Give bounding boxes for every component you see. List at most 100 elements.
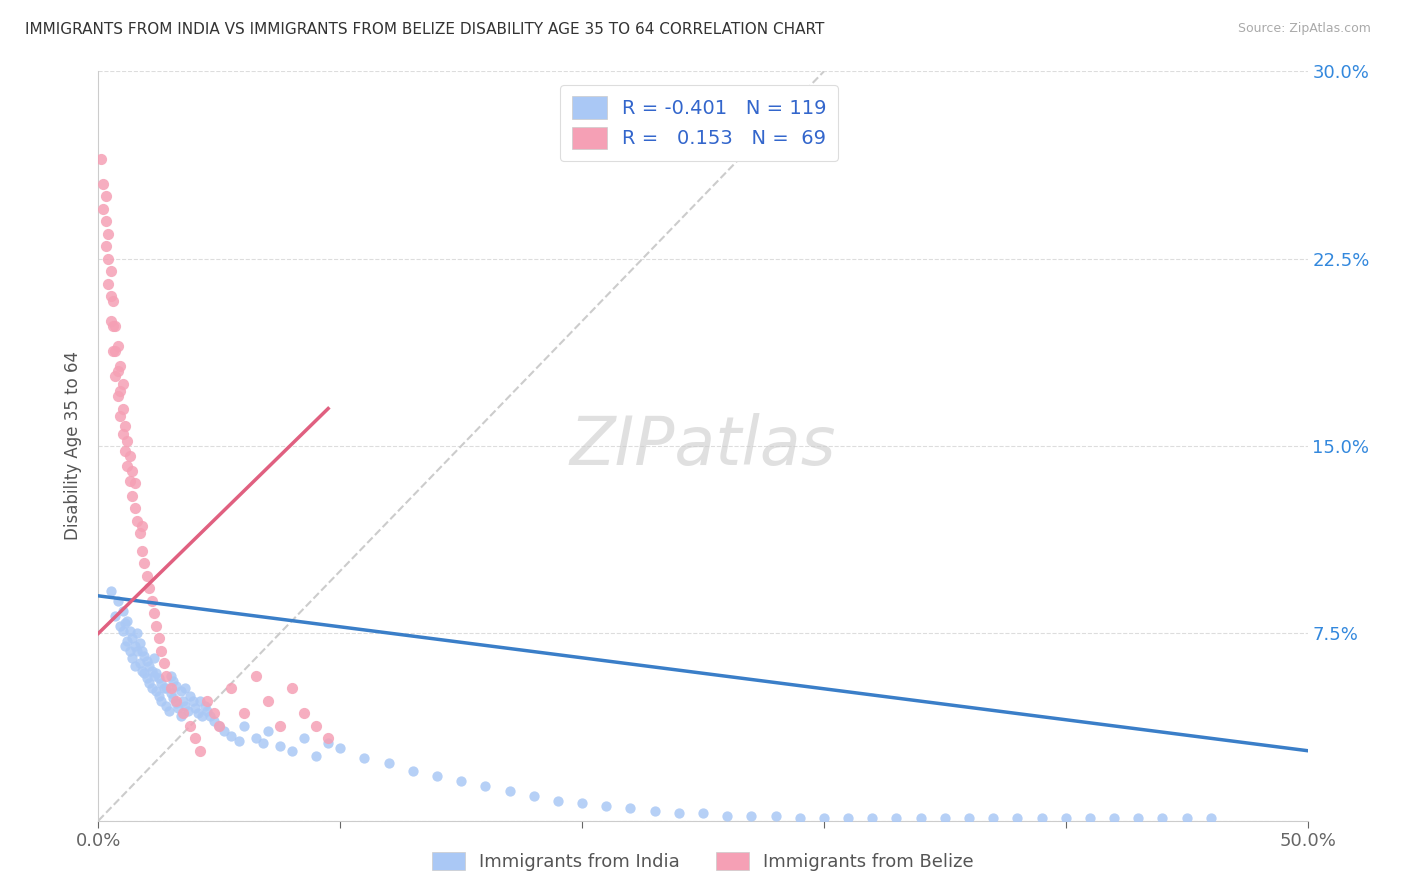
Point (128, 526, 150, 541)
Point (114, 616, 136, 631)
Point (127, 514, 149, 528)
Point (245, 669, 267, 683)
Point (195, 704, 218, 718)
Point (117, 633, 139, 648)
Point (256, 723, 278, 738)
Point (100, 264, 122, 278)
Point (145, 619, 167, 633)
Point (143, 669, 166, 683)
Point (281, 744, 304, 758)
Point (94, 189, 117, 203)
Point (101, 294, 124, 309)
Point (152, 657, 174, 671)
Point (221, 681, 243, 696)
Point (127, 644, 149, 658)
Point (172, 694, 194, 708)
Point (292, 731, 315, 746)
Point (191, 708, 214, 723)
Point (402, 764, 425, 778)
Y-axis label: Disability Age 35 to 64: Disability Age 35 to 64 (65, 351, 83, 541)
Point (127, 626, 149, 640)
Point (329, 741, 352, 756)
Point (97, 277, 120, 291)
Point (813, 811, 835, 825)
Point (1199, 811, 1222, 825)
Point (981, 811, 1004, 825)
Point (97, 227, 120, 241)
Point (228, 733, 250, 747)
Point (179, 719, 201, 733)
Point (269, 719, 291, 733)
Point (128, 657, 150, 671)
Point (181, 694, 204, 708)
Point (692, 806, 714, 821)
Point (547, 794, 569, 808)
Point (107, 339, 129, 353)
Text: ZIPatlas: ZIPatlas (569, 413, 837, 479)
Point (131, 544, 153, 558)
Point (97, 252, 120, 266)
Point (208, 719, 231, 733)
Point (162, 691, 184, 706)
Legend: Immigrants from India, Immigrants from Belize: Immigrants from India, Immigrants from B… (425, 845, 981, 879)
Point (101, 319, 124, 334)
Point (118, 624, 141, 638)
Point (155, 669, 177, 683)
Point (148, 671, 170, 685)
Point (716, 808, 738, 822)
Point (426, 769, 449, 783)
Point (165, 694, 187, 708)
Point (150, 644, 173, 658)
Point (172, 706, 194, 721)
Point (474, 779, 496, 793)
Point (316, 736, 339, 750)
Point (121, 651, 143, 665)
Point (184, 731, 207, 746)
Point (450, 773, 472, 788)
Point (101, 344, 124, 359)
Point (108, 384, 131, 398)
Point (141, 664, 163, 678)
Point (169, 708, 191, 723)
Point (208, 719, 231, 733)
Point (305, 748, 328, 763)
Point (114, 419, 136, 434)
Point (305, 719, 328, 733)
Point (789, 811, 811, 825)
Point (111, 426, 134, 441)
Point (353, 751, 375, 765)
Point (212, 723, 235, 738)
Point (1054, 811, 1077, 825)
Point (143, 607, 166, 621)
Point (104, 369, 127, 384)
Point (174, 681, 197, 696)
Point (148, 632, 170, 646)
Point (1031, 811, 1053, 825)
Point (256, 694, 278, 708)
Point (152, 681, 174, 696)
Point (118, 644, 141, 658)
Point (316, 731, 339, 746)
Point (131, 519, 153, 533)
Point (108, 619, 131, 633)
Point (860, 811, 883, 825)
Point (138, 676, 160, 690)
Point (121, 489, 143, 503)
Point (134, 648, 156, 663)
Point (91, 177, 114, 191)
Point (111, 376, 134, 391)
Point (765, 808, 787, 822)
Legend: R = -0.401   N = 119, R =   0.153   N =  69: R = -0.401 N = 119, R = 0.153 N = 69 (560, 85, 838, 161)
Point (114, 639, 136, 653)
Point (94, 239, 117, 253)
Point (377, 756, 399, 771)
Point (1007, 811, 1029, 825)
Point (740, 808, 762, 822)
Point (141, 681, 163, 696)
Point (150, 694, 173, 708)
Point (194, 698, 217, 713)
Point (155, 681, 177, 696)
Point (221, 729, 243, 743)
Point (188, 694, 211, 708)
Point (128, 636, 150, 650)
